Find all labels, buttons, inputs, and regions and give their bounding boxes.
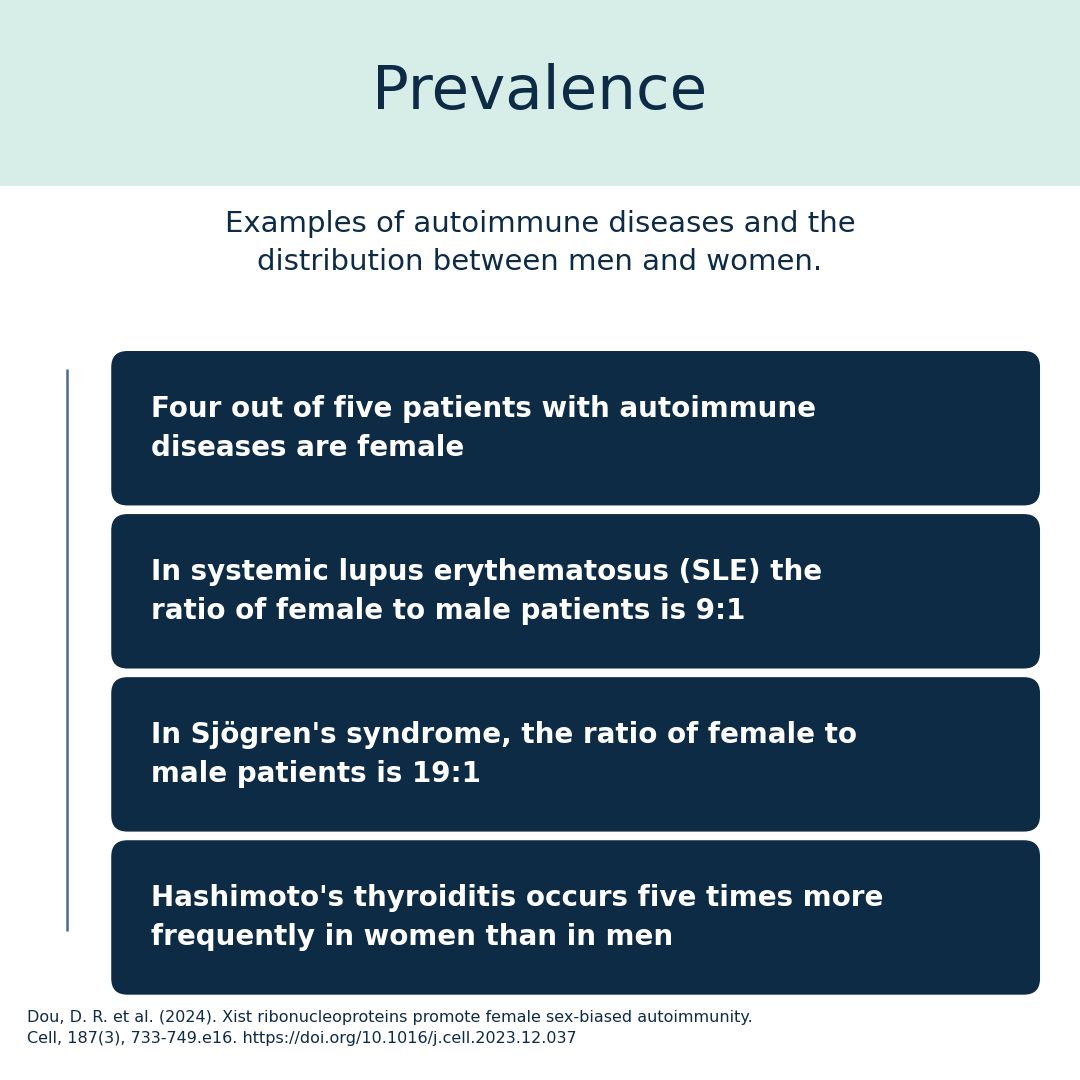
Text: Four out of five patients with autoimmune
diseases are female: Four out of five patients with autoimmun…: [151, 394, 816, 462]
Text: Dou, D. R. et al. (2024). Xist ribonucleoproteins promote female sex-biased auto: Dou, D. R. et al. (2024). Xist ribonucle…: [27, 1010, 753, 1047]
FancyBboxPatch shape: [111, 840, 1040, 995]
FancyBboxPatch shape: [111, 514, 1040, 669]
Text: In Sjögren's syndrome, the ratio of female to
male patients is 19:1: In Sjögren's syndrome, the ratio of fema…: [151, 720, 858, 788]
Text: Prevalence: Prevalence: [373, 64, 707, 122]
Bar: [0, 186, 1080, 1080]
Text: Hashimoto's thyroiditis occurs five times more
frequently in women than in men: Hashimoto's thyroiditis occurs five time…: [151, 883, 883, 951]
Text: Examples of autoimmune diseases and the
distribution between men and women.: Examples of autoimmune diseases and the …: [225, 210, 855, 276]
Text: In systemic lupus erythematosus (SLE) the
ratio of female to male patients is 9:: In systemic lupus erythematosus (SLE) th…: [151, 557, 822, 625]
FancyBboxPatch shape: [111, 677, 1040, 832]
FancyBboxPatch shape: [111, 351, 1040, 505]
Bar: [0, 0, 1080, 186]
